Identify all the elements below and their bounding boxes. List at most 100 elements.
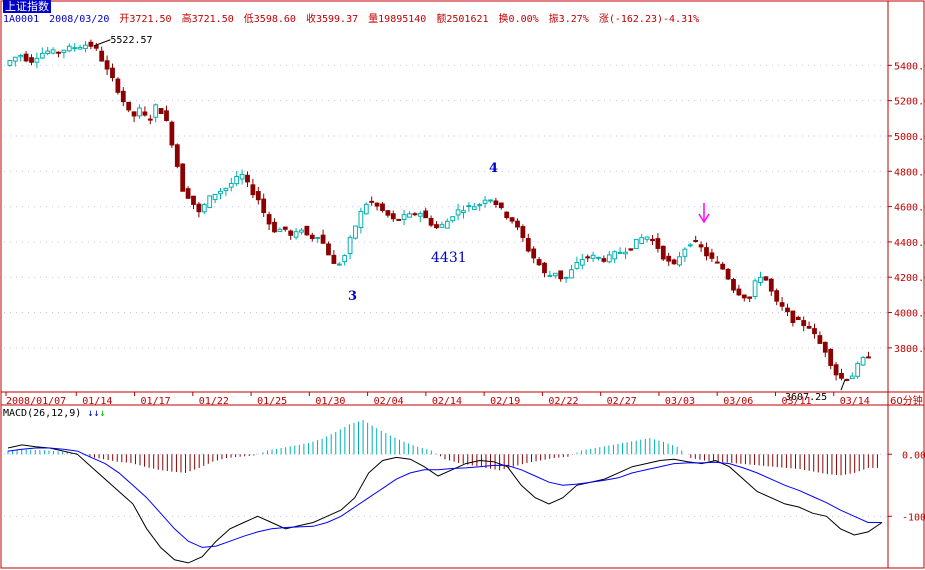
macd-dif-line xyxy=(7,444,883,564)
candle-body xyxy=(623,251,628,255)
x-tick-label: 01/25 xyxy=(257,396,287,407)
candle-body xyxy=(752,280,758,298)
candle-body xyxy=(331,254,337,264)
candle-body xyxy=(612,251,618,260)
candle-body xyxy=(747,296,753,299)
marker-arrow-icon xyxy=(698,213,710,224)
candle-body xyxy=(126,101,132,111)
candle-body xyxy=(795,316,801,321)
candle-body xyxy=(547,274,553,277)
candle-body xyxy=(185,188,191,199)
candle-body xyxy=(866,356,871,359)
candle-body xyxy=(822,341,828,353)
candle-body xyxy=(650,238,655,242)
quote-amount: 额2501621 xyxy=(436,14,489,25)
index-title: 上证指数 xyxy=(3,0,51,13)
y-tick-label: 4600.00 xyxy=(894,203,925,214)
candle-body xyxy=(785,307,790,313)
candle-body xyxy=(358,210,364,229)
candle-body xyxy=(504,211,510,219)
candle-body xyxy=(639,237,645,244)
x-tick-label: 02/27 xyxy=(607,396,637,407)
candle-body xyxy=(158,108,164,115)
quote-low: 低3598.60 xyxy=(243,14,296,25)
quote-date: 2008/03/20 xyxy=(49,14,110,25)
candle-body xyxy=(266,214,272,225)
candle-body xyxy=(682,248,688,257)
y-tick-label: 5400.00 xyxy=(894,61,925,72)
candle-body xyxy=(363,203,369,215)
candle-body xyxy=(72,47,78,50)
candle-body xyxy=(552,272,558,277)
candle-body xyxy=(493,200,499,205)
macd-arrow-down-icon: ↓ xyxy=(99,408,106,419)
candle-body xyxy=(88,41,94,47)
x-tick-label: 01/30 xyxy=(315,396,345,407)
candle-body xyxy=(855,363,861,377)
candle-body xyxy=(228,182,234,188)
candle-body xyxy=(261,198,267,214)
candle-body xyxy=(282,226,288,230)
candle-body xyxy=(725,268,731,280)
candle-body xyxy=(272,221,277,233)
candle-body xyxy=(169,121,175,146)
candle-body xyxy=(860,356,866,366)
candle-body xyxy=(417,212,423,217)
candle-body xyxy=(515,220,520,228)
candle-body xyxy=(520,226,526,238)
candle-body xyxy=(477,204,483,207)
quote-high: 高3721.50 xyxy=(181,14,234,25)
candle-body xyxy=(482,199,488,204)
candle-body xyxy=(720,263,726,270)
candle-body xyxy=(574,261,580,269)
candle-body xyxy=(396,218,402,221)
candle-body xyxy=(558,270,564,280)
candle-body xyxy=(693,239,699,242)
candle-body xyxy=(212,193,218,201)
macd-y-tick-label: -100.0 xyxy=(902,512,925,523)
high-price-label: 5522.57 xyxy=(110,35,152,46)
candle-body xyxy=(844,378,850,381)
candle-body xyxy=(774,290,780,302)
candle-body xyxy=(849,375,855,380)
candle-body xyxy=(839,373,844,379)
candle-body xyxy=(77,46,83,50)
candle-body xyxy=(585,256,591,259)
candle-body xyxy=(677,256,682,266)
candle-body xyxy=(644,236,650,240)
candle-body xyxy=(768,278,774,292)
candle-body xyxy=(191,195,196,205)
candle-body xyxy=(83,44,88,49)
quote-open: 开3721.50 xyxy=(119,14,172,25)
x-tick-label: 02/19 xyxy=(490,396,520,407)
candle-body xyxy=(174,144,180,167)
candle-body xyxy=(147,118,153,121)
candle-body xyxy=(617,251,623,254)
candle-body xyxy=(104,60,110,70)
candle-body xyxy=(153,104,159,118)
candle-body xyxy=(525,238,531,252)
candle-body xyxy=(812,328,817,335)
candle-body xyxy=(579,258,585,266)
candle-body xyxy=(180,163,186,192)
candle-body xyxy=(115,78,121,93)
candle-body xyxy=(466,205,472,208)
x-tick-label: 01/17 xyxy=(141,396,171,407)
candle-body xyxy=(299,229,304,233)
candle-body xyxy=(779,302,785,307)
candle-body xyxy=(628,248,634,251)
candle-body xyxy=(536,259,542,266)
macd-y-tick-label: 0.00 xyxy=(902,450,925,461)
candle-body xyxy=(509,217,515,222)
candle-body xyxy=(336,263,342,266)
macd-title: MACD(26,12,9) xyxy=(3,408,82,419)
candle-body xyxy=(342,255,348,263)
candle-body xyxy=(450,216,456,222)
macd-arrow-down-icon: ↓ xyxy=(87,408,94,419)
candle-body xyxy=(320,234,326,244)
candle-body xyxy=(39,52,45,59)
candle-body xyxy=(790,310,796,323)
candle-body xyxy=(7,59,13,66)
candle-body xyxy=(61,49,67,53)
